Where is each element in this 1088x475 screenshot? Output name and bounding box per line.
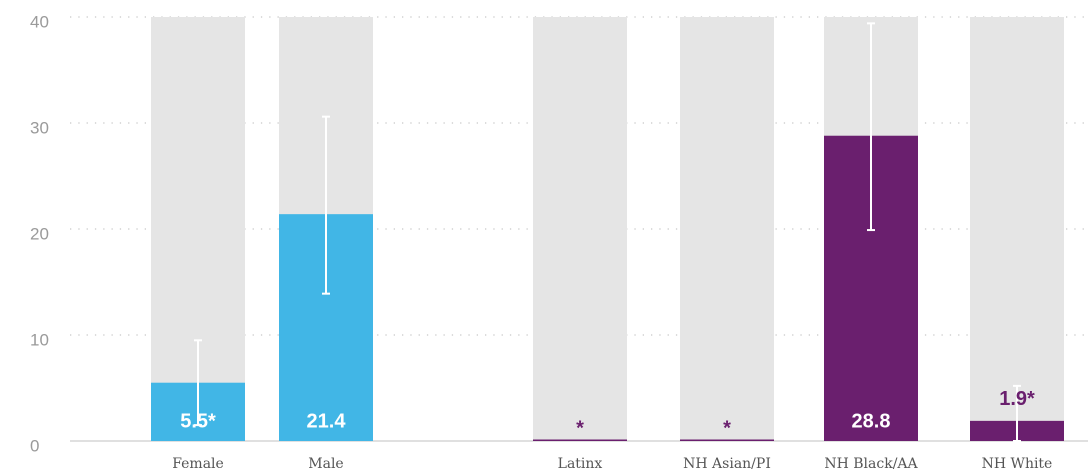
empty-bar xyxy=(680,439,774,441)
background-bar xyxy=(970,17,1064,441)
y-tick-label: 10 xyxy=(30,330,49,349)
error-bar xyxy=(322,115,330,295)
background-bar xyxy=(533,17,627,441)
x-tick-label: NH Black/AA xyxy=(824,456,918,472)
value-label: * xyxy=(723,417,731,439)
value-label: * xyxy=(576,417,584,439)
background-bar xyxy=(680,17,774,441)
y-tick-label: 0 xyxy=(30,436,39,455)
x-tick-label: Female xyxy=(172,456,224,472)
error-bar xyxy=(1013,384,1021,442)
value-label: 28.8 xyxy=(852,410,891,432)
y-tick-label: 40 xyxy=(30,12,49,31)
x-tick-label: Male xyxy=(308,456,343,472)
x-tick-label: NH White xyxy=(982,456,1053,472)
error-bar xyxy=(194,339,202,427)
error-bar xyxy=(867,22,875,232)
empty-bar xyxy=(533,439,627,441)
y-tick-label: 20 xyxy=(30,224,49,243)
value-label: 5.5* xyxy=(180,410,216,432)
value-label: 21.4 xyxy=(307,410,347,432)
y-tick-label: 30 xyxy=(30,118,49,137)
value-label: 1.9* xyxy=(999,388,1035,410)
x-tick-label: NH Asian/PI xyxy=(683,456,771,472)
x-tick-label: Latinx xyxy=(558,456,603,472)
